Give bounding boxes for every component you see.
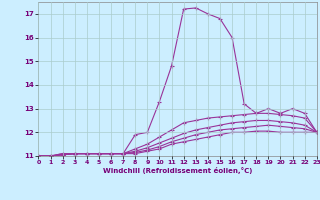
X-axis label: Windchill (Refroidissement éolien,°C): Windchill (Refroidissement éolien,°C) <box>103 167 252 174</box>
